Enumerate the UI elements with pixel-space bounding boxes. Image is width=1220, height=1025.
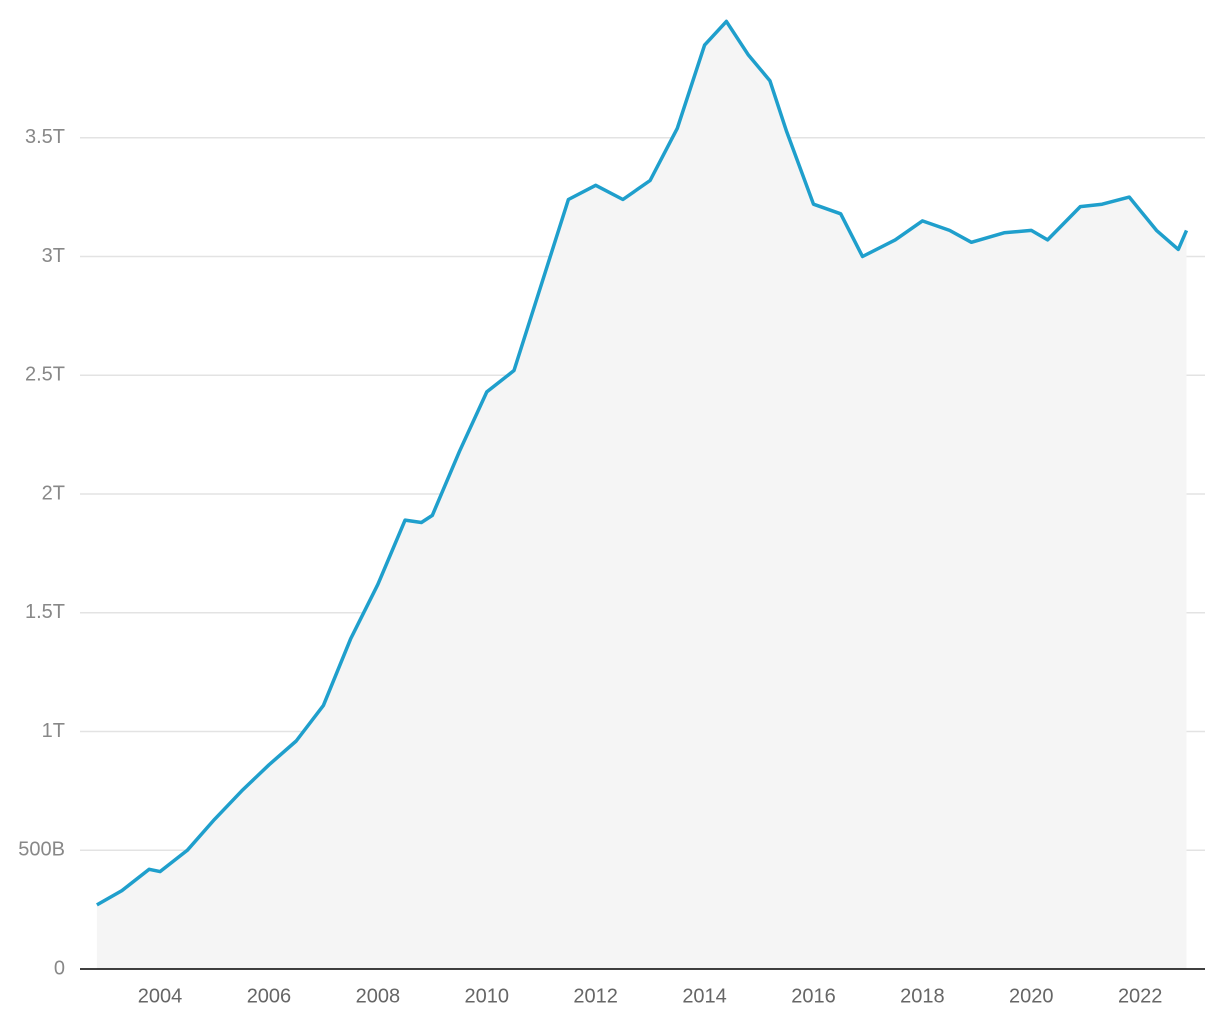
x-tick-label: 2014 [682,985,727,1007]
x-tick-label: 2006 [247,985,292,1007]
x-tick-label: 2018 [900,985,945,1007]
y-tick-label: 0 [54,957,65,979]
y-tick-label: 2.5T [25,364,65,386]
x-tick-label: 2016 [791,985,836,1007]
x-tick-label: 2008 [356,985,401,1007]
x-tick-label: 2020 [1009,985,1054,1007]
y-tick-label: 3.5T [25,126,65,148]
y-tick-label: 1.5T [25,601,65,623]
area [96,21,1187,969]
x-tick-label: 2004 [138,985,183,1007]
x-tick-label: 2010 [465,985,510,1007]
y-tick-label: 500B [18,839,65,861]
y-tick-label: 3T [42,245,65,267]
line [96,19,1189,907]
y-tick-label: 1T [42,720,65,742]
x-tick-label: 2022 [1118,985,1163,1007]
x-tick-label: 2012 [573,985,618,1007]
y-tick-label: 2T [42,482,65,504]
